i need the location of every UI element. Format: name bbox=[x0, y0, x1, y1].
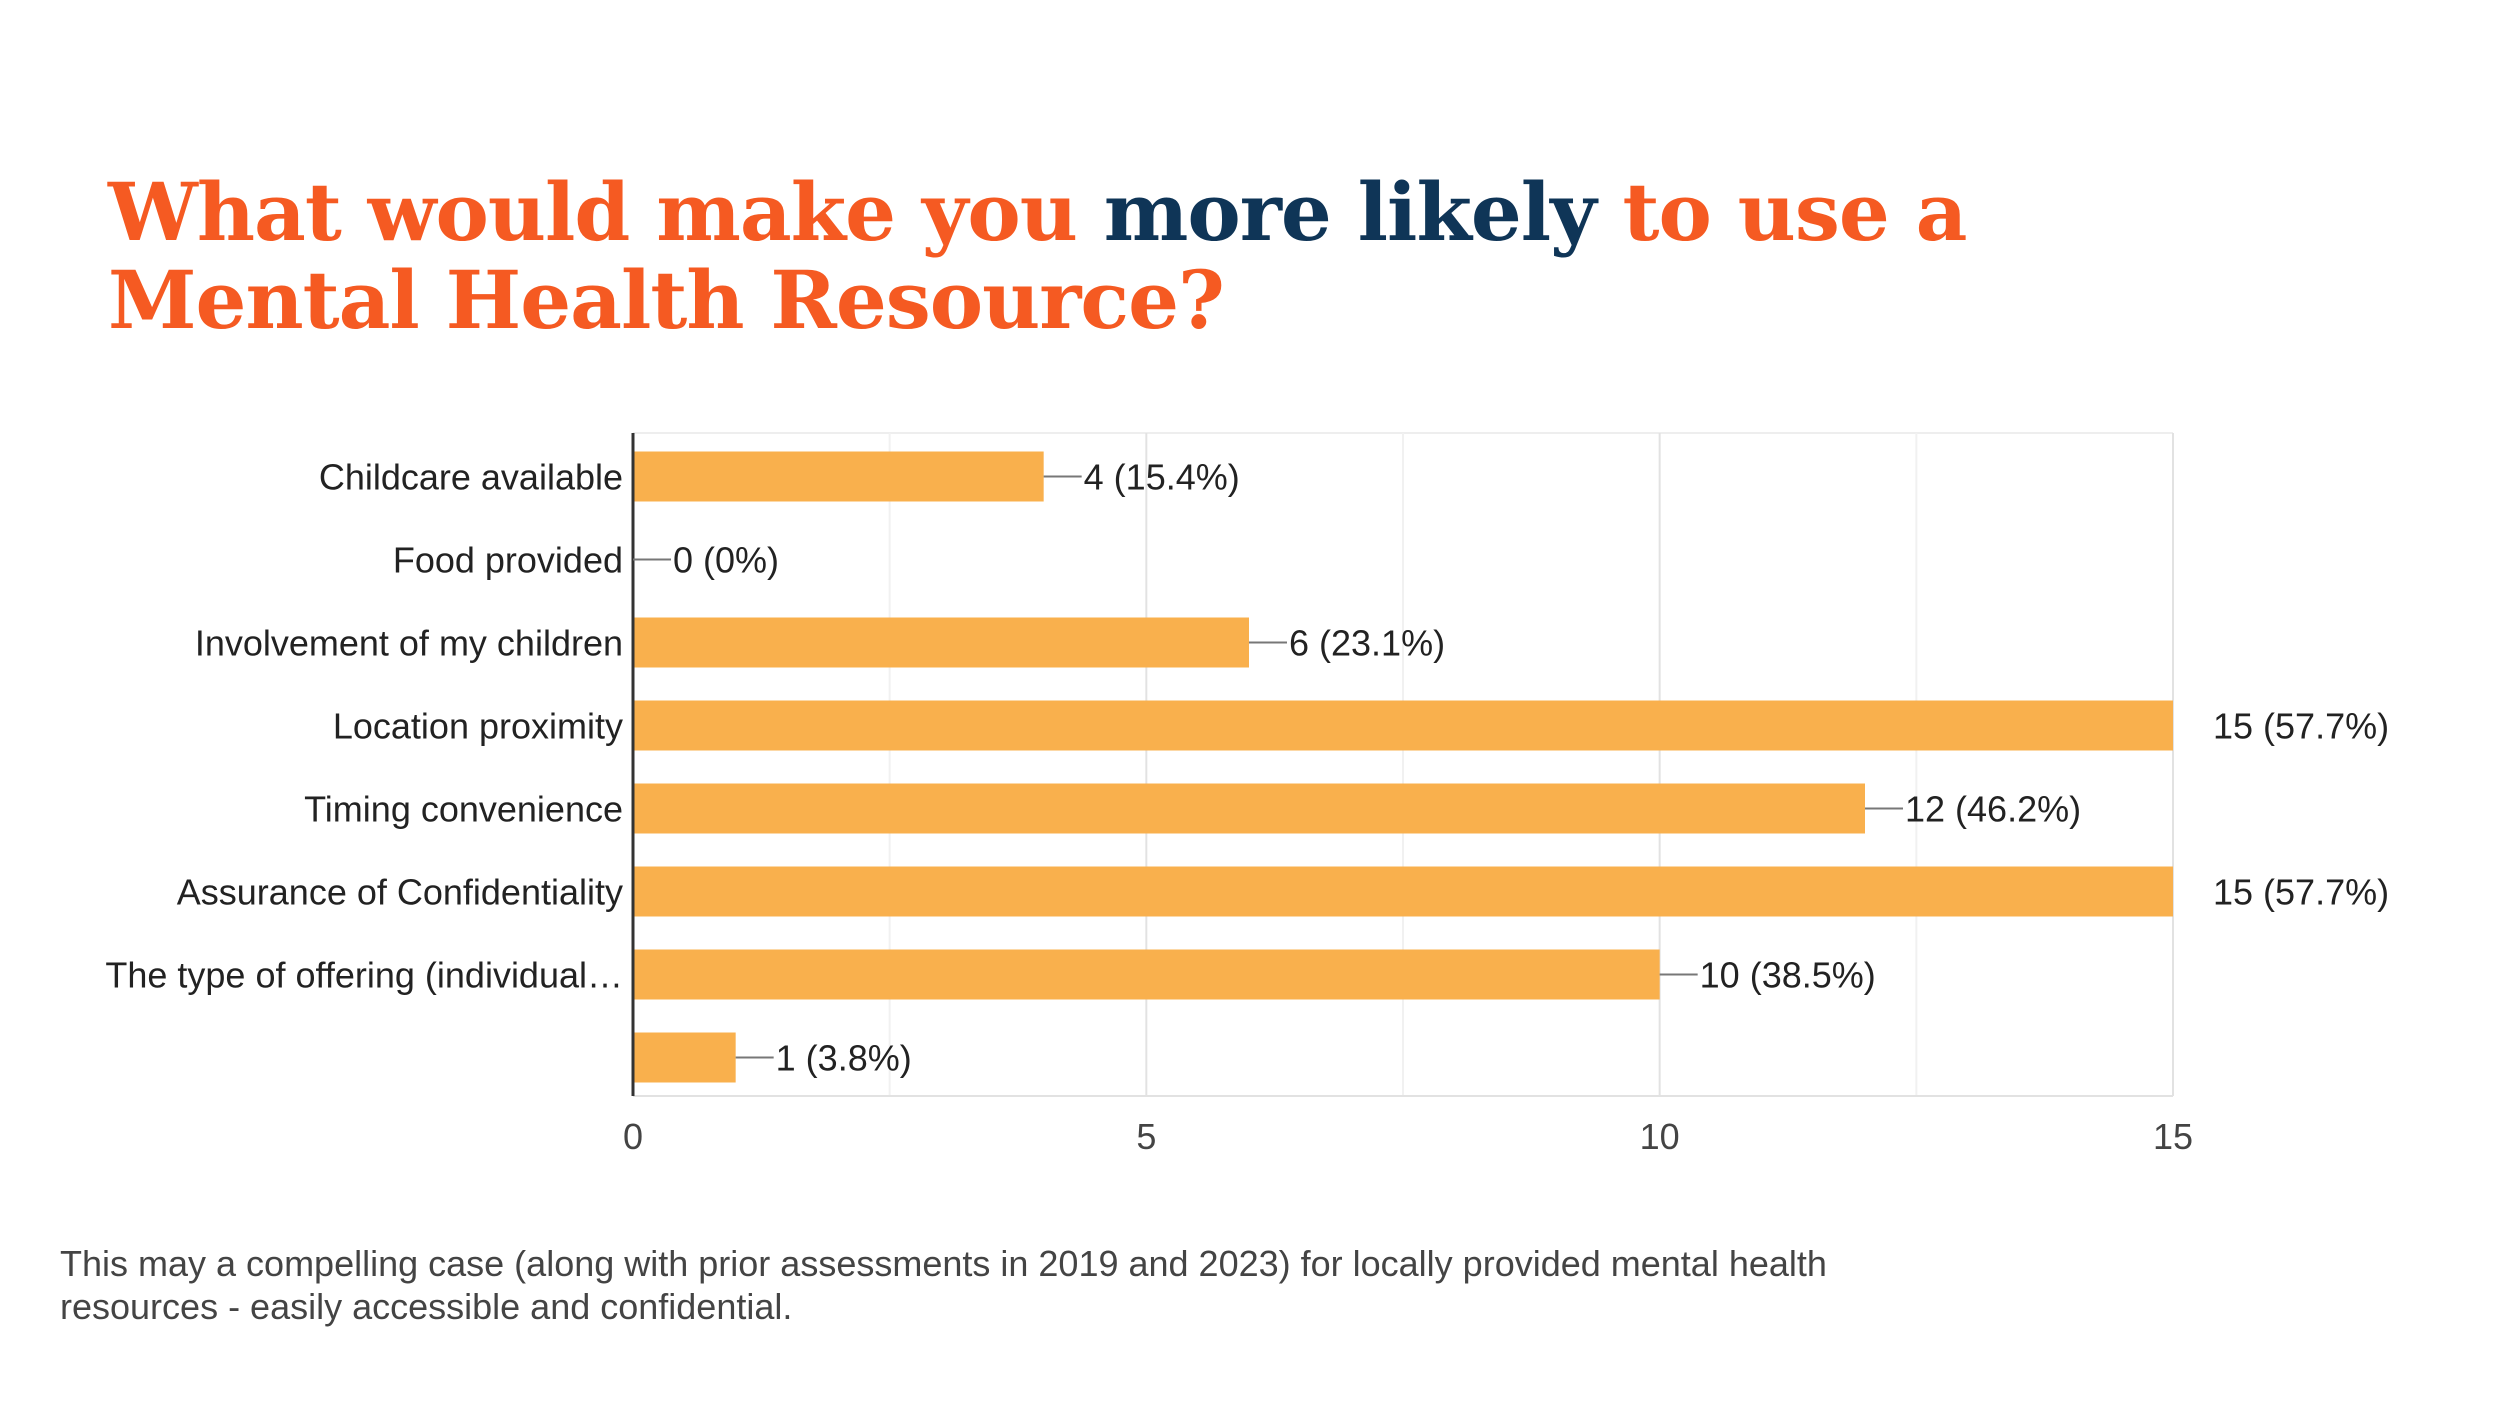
slide-title: What would make you more likely to use a… bbox=[108, 168, 2258, 344]
bar bbox=[633, 866, 2173, 917]
labels: Childcare available 4 (15.4%) Food provide… bbox=[105, 457, 2389, 1079]
x-tick-label: 10 bbox=[1640, 1116, 1680, 1157]
category-label: Involvement of my children bbox=[195, 623, 623, 664]
axes: 0 5 10 15 bbox=[623, 433, 2193, 1157]
category-label: The type of offering (individual… bbox=[105, 955, 623, 996]
footnote: This may a compelling case (along with p… bbox=[60, 1243, 1827, 1327]
category-label: Childcare available bbox=[319, 457, 623, 498]
category-label: Assurance of Confidentiality bbox=[177, 872, 623, 913]
category-label: Food provided bbox=[393, 540, 623, 581]
bar bbox=[633, 783, 1865, 834]
title-part-2: to use a Mental Health Resource? bbox=[108, 165, 1967, 347]
x-tick-label: 15 bbox=[2153, 1116, 2193, 1157]
bar bbox=[633, 700, 2173, 751]
title-highlight: more likely bbox=[1103, 165, 1597, 259]
data-label: 0 (0%) bbox=[673, 540, 779, 581]
bars bbox=[633, 451, 2173, 1083]
data-label: 1 (3.8%) bbox=[776, 1038, 912, 1079]
data-label: 15 (57.7%) bbox=[2213, 706, 2389, 747]
data-label: 12 (46.2%) bbox=[1905, 789, 2081, 830]
data-label: 4 (15.4%) bbox=[1084, 457, 1240, 498]
bar bbox=[633, 617, 1249, 668]
bar bbox=[633, 451, 1044, 502]
category-label: Timing convenience bbox=[304, 789, 623, 830]
bar bbox=[633, 949, 1660, 1000]
category-label: Location proximity bbox=[333, 706, 623, 747]
x-tick-label: 5 bbox=[1136, 1116, 1156, 1157]
data-label: 6 (23.1%) bbox=[1289, 623, 1445, 664]
x-tick-label: 0 bbox=[623, 1116, 643, 1157]
data-label: 10 (38.5%) bbox=[1700, 955, 1876, 996]
bar bbox=[633, 1032, 736, 1083]
title-part-1: What would make you bbox=[108, 165, 1104, 259]
data-label: 15 (57.7%) bbox=[2213, 872, 2389, 913]
